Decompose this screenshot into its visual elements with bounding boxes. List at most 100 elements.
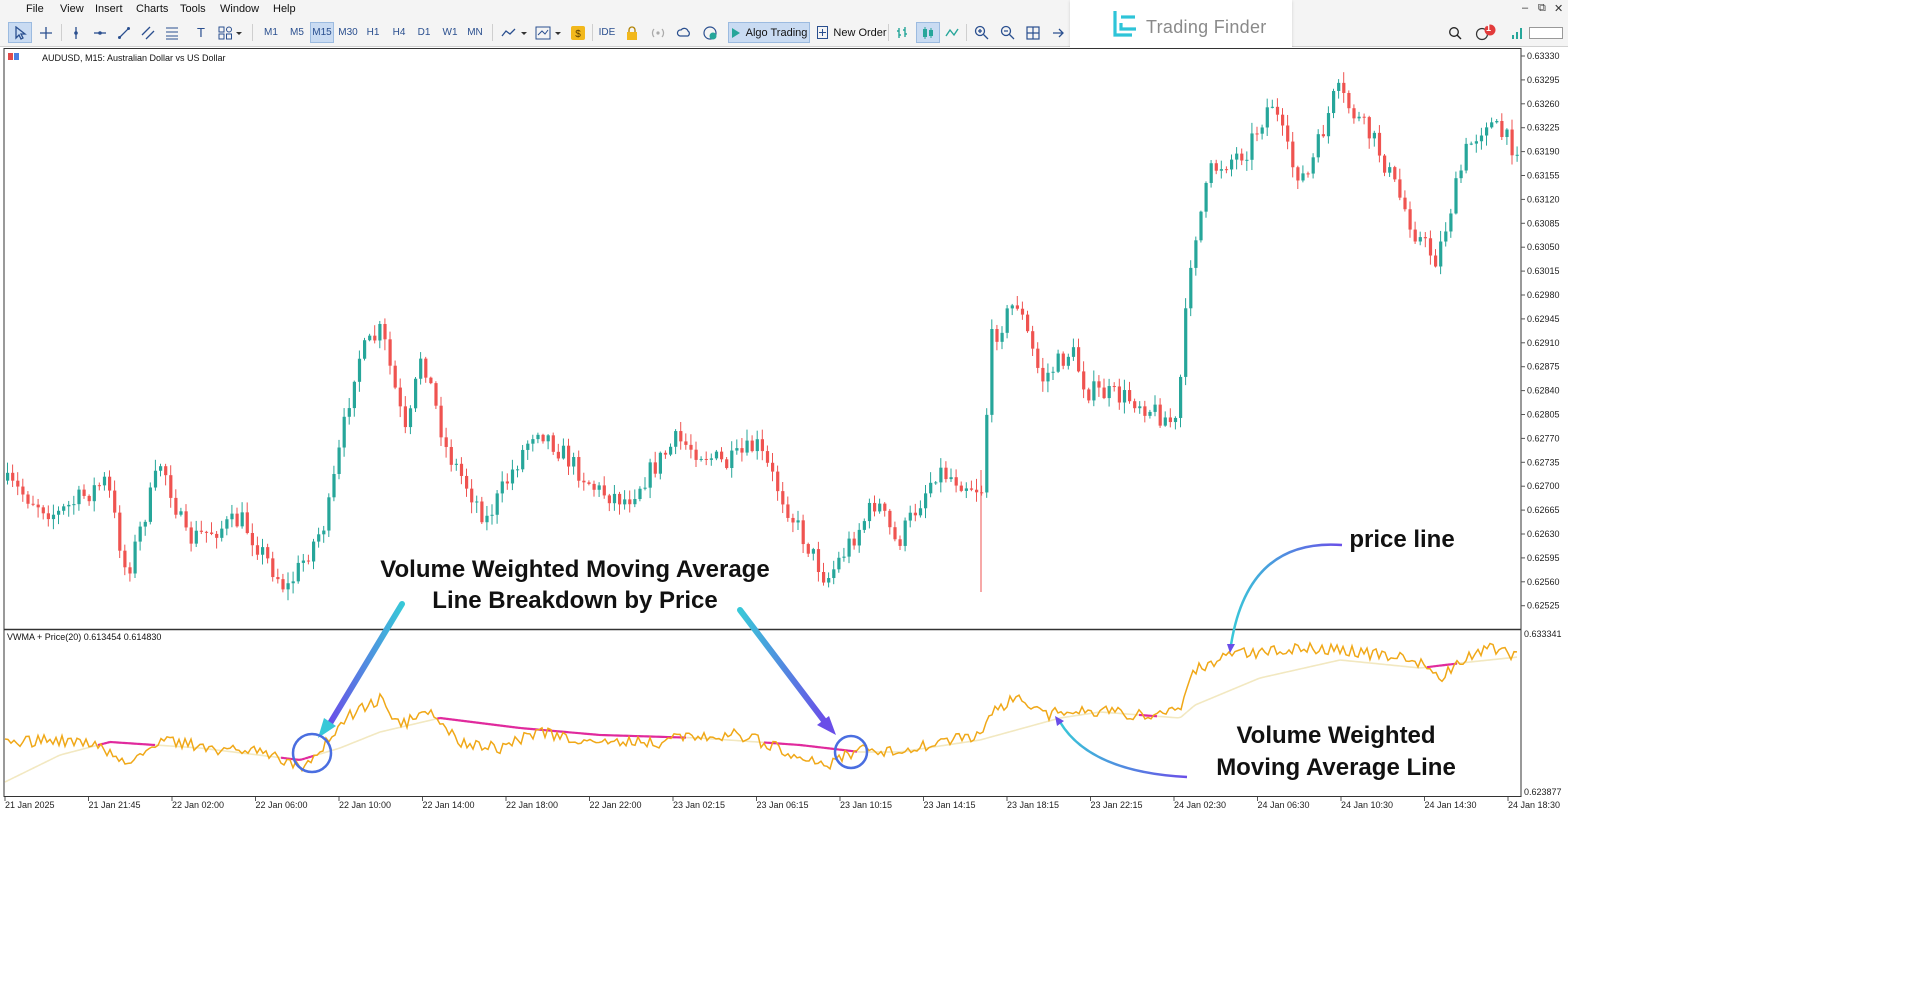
vps-icon[interactable] [699,22,721,43]
candle-body [577,457,581,481]
crosshair-icon[interactable] [35,22,57,43]
timeframe-w1[interactable]: W1 [442,27,458,38]
candle-body [352,381,356,409]
zoom-out-icon[interactable] [996,22,1018,43]
candle-body [1485,127,1489,136]
menu-insert[interactable]: Insert [95,3,123,15]
candle-body [67,504,71,507]
timeframe-m15[interactable]: M15 [310,22,334,43]
vwma-line-segment [358,738,363,742]
vwma-line-segment [73,749,78,753]
menu-file[interactable]: File [26,3,44,15]
breakdown-arrow-right [737,607,828,725]
close-icon[interactable]: ✕ [1554,3,1564,15]
channel-icon[interactable] [137,22,159,43]
vwma-line-segment [28,768,33,771]
restore-icon[interactable]: ⧉ [1538,2,1546,14]
candle-body [714,451,719,459]
vwma-line-segment [1258,676,1263,680]
minimize-icon[interactable]: – [1522,2,1529,14]
candle-body [898,539,902,546]
candle-body [888,510,892,528]
cloud-icon[interactable] [673,22,695,43]
cursor-tool-icon[interactable] [8,22,32,43]
candle-body [908,512,912,521]
vwma-line-segment [991,735,996,738]
ide-button[interactable]: IDE [598,27,616,38]
signal-icon[interactable] [648,22,668,43]
new-order-button[interactable]: New Order [812,22,892,43]
trendline-icon[interactable] [113,22,135,43]
vwma-line-segment [1309,665,1314,668]
zoom-in-icon[interactable] [970,22,992,43]
menu-view[interactable]: View [60,3,84,15]
dollar-icon[interactable]: $ [568,22,588,43]
timeframe-h1[interactable]: H1 [366,27,380,38]
timeframe-mn[interactable]: MN [467,27,483,38]
candle-body [204,531,209,533]
candle-body [995,329,999,342]
price-label: 0.63225 [1527,123,1560,133]
candle-body [159,466,163,471]
candle-body [1423,237,1427,239]
candle-body [867,502,872,522]
price-label: 0.62805 [1527,410,1560,420]
vwma-line-segment [1030,724,1035,727]
indicators-icon[interactable] [534,22,564,43]
candle-body [975,489,979,493]
vwma-line-segment [49,757,54,761]
timeframe-h4[interactable]: H4 [392,27,406,38]
line-chart-icon[interactable] [942,22,962,43]
menu-bar: File View Insert Charts Tools Window Hel… [0,0,1568,19]
algo-trading-button[interactable]: Algo Trading [728,22,810,43]
candle-body [184,511,188,528]
candle-body [1449,213,1453,232]
vwma-line-segment [1288,670,1293,673]
vwma-line-segment [76,749,81,752]
tile-windows-icon[interactable] [1022,22,1044,43]
candle-body [41,507,45,514]
candle-body [373,335,377,341]
timeframe-d1[interactable]: D1 [417,27,431,38]
timeframe-m5[interactable]: M5 [290,27,304,38]
play-icon [731,27,740,38]
notifications-icon[interactable]: 1 [1472,22,1498,43]
chart-type-icon[interactable] [500,22,530,43]
candle-body [240,512,244,527]
candle-body [1010,305,1014,309]
candle-body [1250,133,1254,160]
candlestick-icon[interactable] [916,22,940,43]
candle-body [883,503,887,511]
candle-body [301,560,305,563]
candle-body [26,494,30,504]
candle-body [1020,308,1025,315]
vwma-line-segment [13,775,18,779]
chart-area[interactable]: AUDUSD, M15: Australian Dollar vs US Dol… [0,47,1568,814]
timeframe-m1[interactable]: M1 [264,27,278,38]
candle-body [735,448,739,451]
symbol-menu-icon[interactable] [8,53,19,60]
price-line-arrow [1229,543,1343,646]
timeframe-m30[interactable]: M30 [338,27,358,38]
candle-body [1388,167,1392,173]
candle-body [414,378,418,409]
scroll-chart-icon[interactable] [1048,22,1068,43]
menu-help[interactable]: Help [273,3,296,15]
menu-charts[interactable]: Charts [136,3,169,15]
candle-body [21,486,25,495]
fibonacci-icon[interactable] [161,22,183,43]
candle-body [653,462,657,474]
menu-tools[interactable]: Tools [180,3,206,15]
signal-strength-icon[interactable] [1508,22,1526,43]
lock-icon[interactable] [622,22,642,43]
time-label: 22 Jan 22:00 [590,800,642,810]
search-icon[interactable] [1444,22,1466,43]
text-tool-icon[interactable]: T [197,25,205,40]
bar-chart-icon[interactable] [892,22,912,43]
vwma-indicator [4,641,1518,783]
shapes-menu-icon[interactable] [216,22,246,43]
menu-window[interactable]: Window [220,3,260,15]
horizontal-line-icon[interactable] [89,22,111,43]
vwma-line-segment [388,728,393,731]
vertical-line-icon[interactable] [65,22,87,43]
